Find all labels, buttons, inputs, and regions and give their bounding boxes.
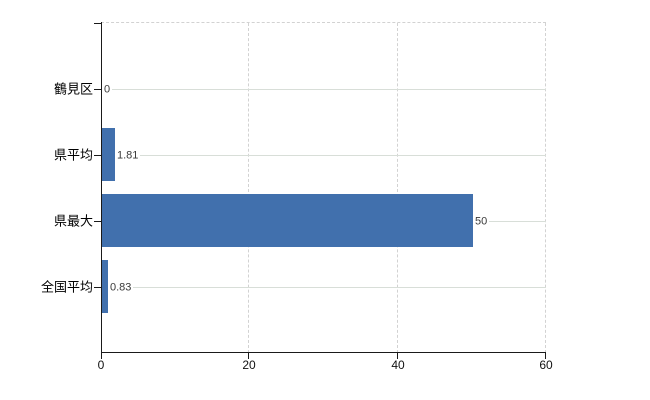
x-axis-line (101, 352, 546, 353)
value-label: 50 (473, 215, 490, 229)
x-axis-tick (397, 353, 398, 359)
x-axis-tick (248, 353, 249, 359)
y-axis-tick (94, 155, 101, 156)
category-label: 全国平均 (40, 279, 93, 295)
y-axis-tick (94, 287, 101, 288)
x-tick-label: 20 (242, 358, 256, 372)
value-label: 0.83 (108, 281, 134, 295)
y-axis-tick (94, 221, 101, 222)
x-axis-tick (545, 353, 546, 359)
x-axis-tick (101, 353, 102, 359)
y-axis-top-tick (94, 23, 101, 24)
y-axis-tick (94, 89, 101, 90)
gridline-horizontal (101, 89, 546, 90)
gridline-horizontal (101, 155, 546, 156)
bar (102, 260, 108, 313)
category-label: 県平均 (53, 147, 93, 163)
gridline-vertical (397, 23, 398, 353)
x-tick-label: 0 (97, 358, 105, 372)
bar (102, 128, 115, 181)
gridline-vertical (545, 23, 546, 353)
gridline-horizontal (101, 287, 546, 288)
plot-area: 0 1.81 50 0.83 (94, 22, 546, 359)
value-label: 0 (102, 83, 113, 97)
x-tick-label: 60 (539, 358, 553, 372)
gridline-vertical (248, 23, 249, 353)
x-tick-label: 40 (391, 358, 405, 372)
category-label: 県最大 (53, 213, 93, 229)
bar (102, 194, 473, 247)
category-label: 鶴見区 (53, 81, 93, 97)
value-label: 1.81 (115, 149, 141, 163)
y-axis-line (101, 22, 102, 353)
